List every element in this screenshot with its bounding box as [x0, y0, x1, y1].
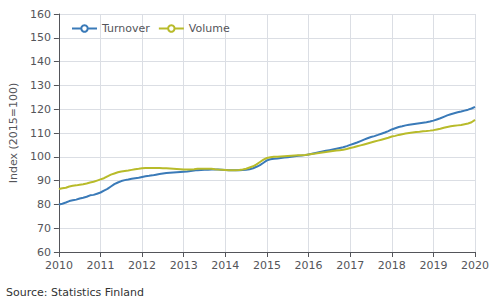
svg-text:2017: 2017 [336, 259, 364, 272]
svg-text:80: 80 [37, 198, 51, 211]
svg-text:2015: 2015 [253, 259, 281, 272]
svg-text:2014: 2014 [211, 259, 239, 272]
svg-text:Volume: Volume [189, 22, 230, 35]
svg-text:160: 160 [30, 8, 51, 21]
svg-text:2010: 2010 [45, 259, 73, 272]
svg-text:Index (2015=100): Index (2015=100) [7, 83, 20, 184]
svg-text:Source: Statistics Finland: Source: Statistics Finland [6, 286, 144, 299]
svg-text:2011: 2011 [87, 259, 115, 272]
svg-text:90: 90 [37, 174, 51, 187]
svg-text:110: 110 [30, 127, 51, 140]
svg-text:150: 150 [30, 31, 51, 44]
svg-text:2020: 2020 [461, 259, 489, 272]
svg-text:140: 140 [30, 55, 51, 68]
svg-text:2019: 2019 [419, 259, 447, 272]
svg-text:2018: 2018 [378, 259, 406, 272]
svg-text:120: 120 [30, 103, 51, 116]
svg-text:60: 60 [37, 246, 51, 259]
svg-text:70: 70 [37, 222, 51, 235]
svg-text:2016: 2016 [295, 259, 323, 272]
svg-text:2013: 2013 [170, 259, 198, 272]
svg-text:130: 130 [30, 79, 51, 92]
svg-text:2012: 2012 [128, 259, 156, 272]
svg-text:100: 100 [30, 150, 51, 163]
svg-text:Turnover: Turnover [101, 22, 150, 35]
